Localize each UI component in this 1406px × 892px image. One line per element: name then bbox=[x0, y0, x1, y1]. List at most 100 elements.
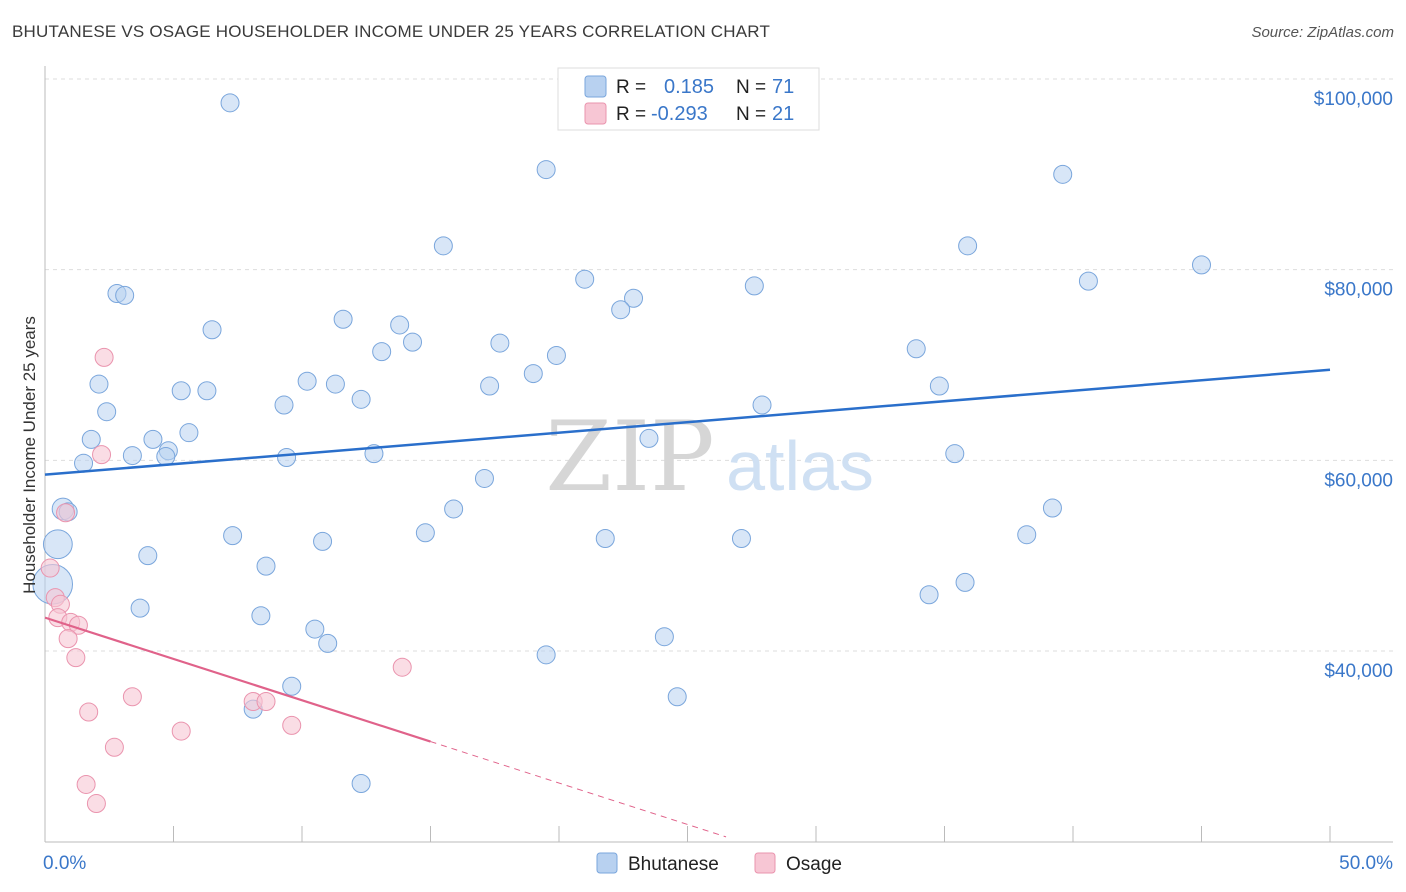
bhutanese-point bbox=[297, 371, 317, 391]
bhutanese-point bbox=[89, 374, 109, 394]
bhutanese-point bbox=[97, 402, 117, 422]
watermark: ZIP atlas bbox=[545, 401, 874, 513]
bhutanese-point bbox=[372, 342, 392, 362]
legend-n-value-1: 71 bbox=[772, 76, 794, 98]
trend-lines bbox=[44, 368, 1331, 838]
bhutanese-point bbox=[744, 276, 764, 296]
bhutanese-point bbox=[731, 529, 751, 549]
osage-point bbox=[92, 445, 112, 465]
legend-n-label-1: N = bbox=[736, 77, 766, 98]
bhutanese-point bbox=[611, 300, 631, 320]
x-tick-labels: 0.0% 50.0% bbox=[43, 853, 1393, 874]
bhutanese-point bbox=[197, 381, 217, 401]
bhutanese-point bbox=[595, 529, 615, 549]
bhutanese-point bbox=[156, 447, 176, 467]
y-axis-label: Householder Income Under 25 years bbox=[20, 316, 39, 594]
y-tick-label: $60,000 bbox=[1324, 470, 1393, 491]
bhutanese-point bbox=[251, 606, 271, 626]
bottom-legend-swatch-bhutanese bbox=[596, 852, 618, 874]
osage-trend-extension bbox=[430, 741, 727, 838]
bhutanese-point bbox=[480, 376, 500, 396]
osage-trend-line bbox=[44, 616, 431, 743]
bhutanese-point bbox=[546, 345, 566, 365]
bhutanese-point bbox=[74, 453, 94, 473]
bhutanese-point bbox=[318, 633, 338, 653]
bhutanese-point bbox=[325, 374, 345, 394]
bhutanese-point bbox=[81, 429, 101, 449]
legend-r-value-1: 0.185 bbox=[664, 76, 714, 98]
bhutanese-point bbox=[277, 447, 297, 467]
bhutanese-point bbox=[42, 529, 73, 560]
bhutanese-point bbox=[143, 429, 163, 449]
bottom-legend-osage: Osage bbox=[786, 854, 842, 875]
osage-point bbox=[76, 774, 96, 794]
bhutanese-point bbox=[282, 676, 302, 696]
osage-point bbox=[104, 737, 124, 757]
osage-point bbox=[79, 702, 99, 722]
bhutanese-point bbox=[390, 315, 410, 335]
bhutanese-point bbox=[220, 93, 240, 113]
legend-swatch-bhutanese bbox=[584, 75, 607, 98]
bhutanese-point bbox=[575, 269, 595, 289]
bhutanese-point bbox=[274, 395, 294, 415]
bhutanese-point bbox=[536, 645, 556, 665]
legend-n-label-2: N = bbox=[736, 104, 766, 125]
y-tick-label: $100,000 bbox=[1314, 89, 1393, 110]
osage-point bbox=[66, 648, 86, 668]
bhutanese-point bbox=[474, 468, 494, 488]
y-tick-label: $40,000 bbox=[1324, 661, 1393, 682]
legend-box: R = 0.185 N = 71 R = -0.293 N = 21 bbox=[557, 67, 820, 131]
bhutanese-point bbox=[654, 627, 674, 647]
bhutanese-point bbox=[919, 585, 939, 605]
bottom-legend-bhutanese: Bhutanese bbox=[628, 854, 719, 875]
osage-point bbox=[56, 503, 76, 523]
bhutanese-point bbox=[490, 333, 510, 353]
bhutanese-point bbox=[138, 546, 158, 566]
osage-point bbox=[122, 687, 142, 707]
grid-lines bbox=[45, 78, 1393, 652]
bhutanese-point bbox=[536, 160, 556, 180]
bhutanese-point bbox=[523, 364, 543, 384]
osage-points bbox=[40, 347, 412, 814]
bhutanese-point bbox=[1042, 498, 1062, 518]
bhutanese-point bbox=[906, 339, 926, 359]
x-tick-label: 50.0% bbox=[1339, 853, 1393, 874]
bhutanese-point bbox=[202, 320, 222, 340]
bhutanese-point bbox=[958, 236, 978, 256]
bhutanese-point bbox=[171, 381, 191, 401]
osage-point bbox=[256, 692, 276, 712]
bhutanese-point bbox=[122, 446, 142, 466]
bhutanese-point bbox=[351, 389, 371, 409]
osage-point bbox=[86, 794, 106, 814]
bhutanese-point bbox=[1053, 164, 1073, 184]
osage-point bbox=[94, 347, 114, 367]
bhutanese-point bbox=[955, 572, 975, 592]
legend-r-label-1: R = bbox=[616, 77, 646, 98]
osage-point bbox=[171, 721, 191, 741]
source-label: Source: ZipAtlas.com bbox=[1251, 24, 1394, 41]
watermark-atlas: atlas bbox=[726, 427, 874, 505]
bhutanese-point bbox=[1078, 271, 1098, 291]
bhutanese-point bbox=[415, 523, 435, 543]
axes bbox=[44, 66, 1393, 843]
bhutanese-trend-line bbox=[44, 368, 1331, 476]
legend-n-value-2: 21 bbox=[772, 103, 794, 125]
bhutanese-point bbox=[115, 285, 135, 305]
bhutanese-point bbox=[223, 526, 243, 546]
bhutanese-point bbox=[624, 288, 644, 308]
bhutanese-point bbox=[667, 687, 687, 707]
bhutanese-point bbox=[179, 423, 199, 443]
bottom-legend-swatch-osage bbox=[754, 852, 776, 874]
watermark-zip: ZIP bbox=[545, 401, 714, 513]
chart-title: BHUTANESE VS OSAGE HOUSEHOLDER INCOME UN… bbox=[12, 22, 771, 41]
osage-point bbox=[282, 715, 302, 735]
bhutanese-point bbox=[752, 395, 772, 415]
bhutanese-point bbox=[351, 774, 371, 794]
bhutanese-point bbox=[1017, 525, 1037, 545]
bottom-legend: Bhutanese Osage bbox=[596, 852, 842, 875]
legend-r-value-2: -0.293 bbox=[651, 103, 708, 125]
y-tick-label: $80,000 bbox=[1324, 280, 1393, 301]
bhutanese-point bbox=[945, 444, 965, 464]
bhutanese-point bbox=[444, 499, 464, 519]
